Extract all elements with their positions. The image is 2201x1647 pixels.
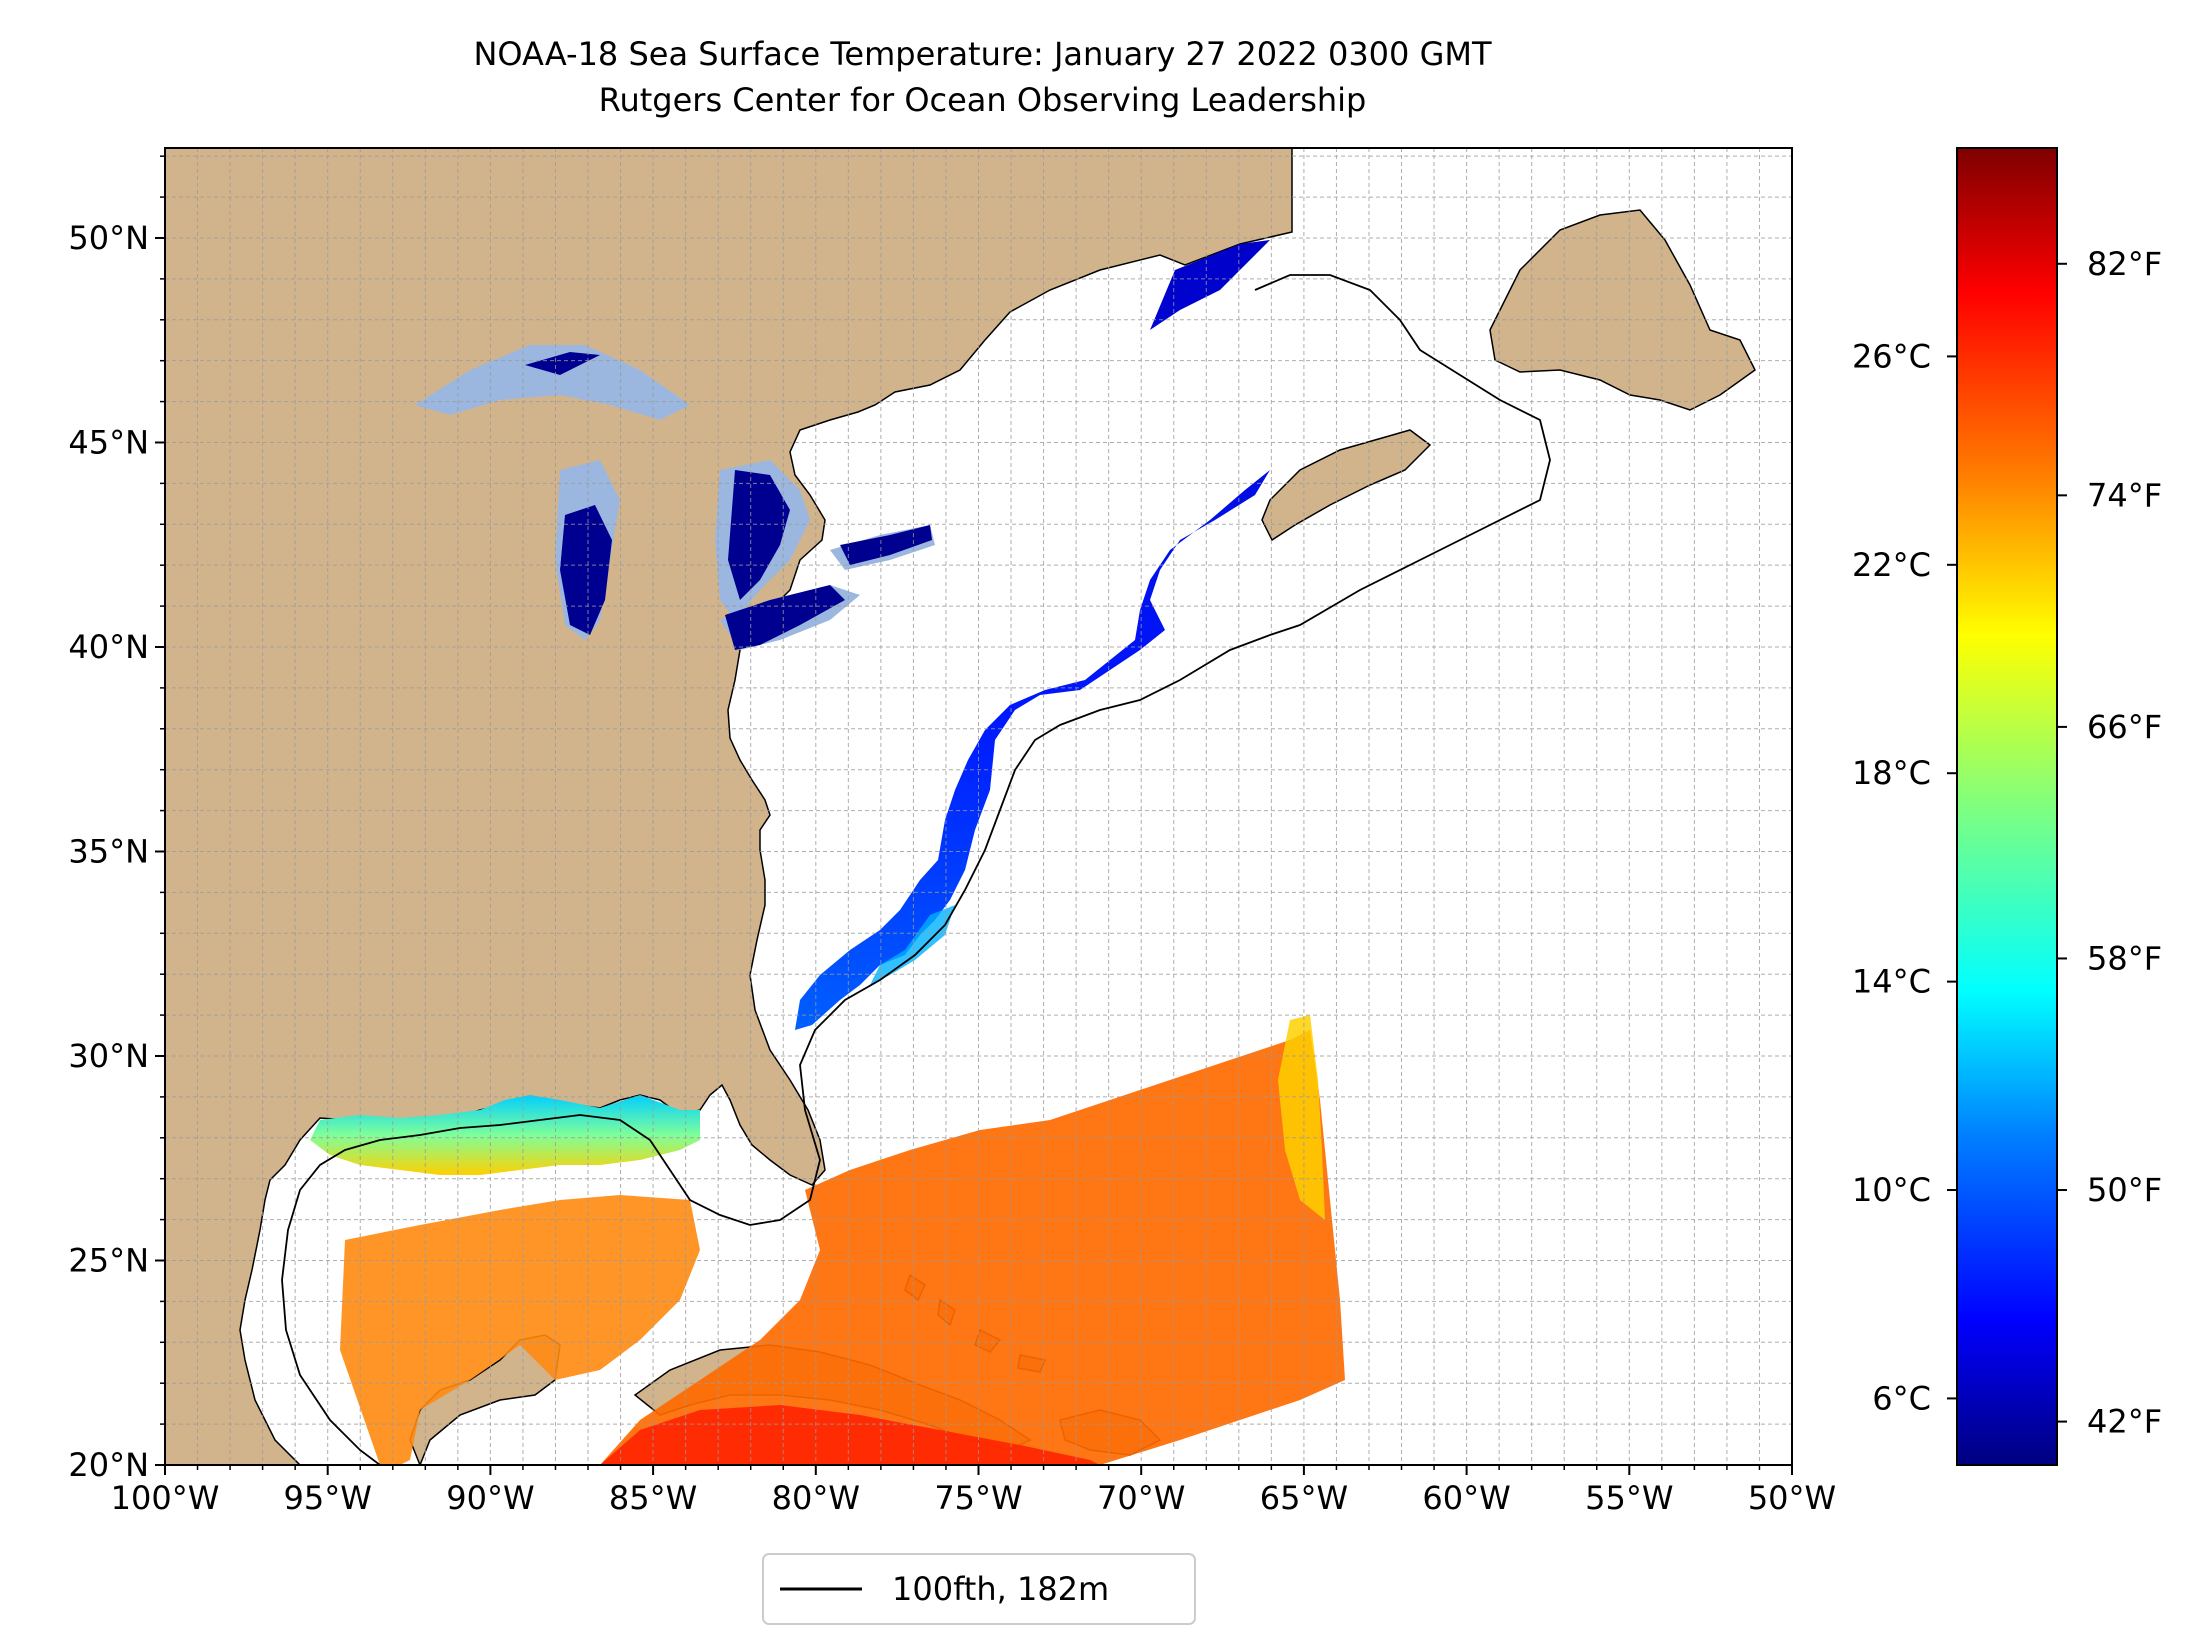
- lon-tick-label: 50°W: [1748, 1479, 1836, 1517]
- lat-tick-label: 30°N: [68, 1037, 149, 1075]
- colorbar: 42°F 50°F 58°F 66°F 74°F 82°F 6°C 10°C 14°C 18°C 2…: [1852, 147, 2162, 1466]
- lat-tick-label: 45°N: [68, 423, 149, 461]
- lon-tick-label: 95°W: [284, 1479, 372, 1517]
- legend-label: 100fth, 182m: [892, 1570, 1109, 1608]
- colorbar-f-label: 42°F: [2087, 1403, 2162, 1441]
- warm-gulf-water: [340, 1195, 700, 1465]
- isobath-100fth-contour: [281, 274, 1551, 1465]
- hot-caribbean-water: [600, 1405, 1100, 1465]
- map-plot-area: [165, 148, 1792, 1465]
- axis-ticks: 100°W 95°W 90°W 85°W 80°W 75°W 70°W 65°W 60°W 55°…: [68, 155, 1836, 1517]
- legend: 100fth, 182m: [762, 1553, 1196, 1625]
- lat-tick-label: 35°N: [68, 832, 149, 870]
- shelf-transition-water: [870, 905, 955, 985]
- colorbar-f-label: 50°F: [2087, 1171, 2162, 1209]
- lon-tick-label: 70°W: [1097, 1479, 1185, 1517]
- colorbar-ticks: 42°F 50°F 58°F 66°F 74°F 82°F 6°C 10°C 14°C 18°C 2…: [1852, 245, 2162, 1441]
- colorbar-c-label: 18°C: [1852, 754, 1931, 792]
- land-newfoundland: [1489, 209, 1756, 411]
- lat-tick-label: 25°N: [68, 1241, 149, 1279]
- lon-tick-label: 80°W: [772, 1479, 860, 1517]
- warm-atlantic-water: [600, 1030, 1345, 1465]
- colorbar-f-label: 82°F: [2087, 245, 2162, 283]
- lat-tick-label: 20°N: [68, 1446, 149, 1484]
- map-gridlines: [165, 148, 1792, 1465]
- gulf-coast-water: [310, 1095, 700, 1175]
- legend-box: [762, 1553, 1196, 1625]
- lon-tick-label: 100°W: [111, 1479, 220, 1517]
- lon-tick-label: 60°W: [1422, 1479, 1510, 1517]
- lat-tick-label: 50°N: [68, 219, 149, 257]
- colorbar-c-label: 6°C: [1872, 1379, 1931, 1417]
- colorbar-f-label: 58°F: [2087, 939, 2162, 977]
- lat-tick-label: 40°N: [68, 628, 149, 666]
- lon-tick-label: 75°W: [934, 1479, 1022, 1517]
- colorbar-c-label: 14°C: [1852, 963, 1931, 1001]
- map-title: NOAA-18 Sea Surface Temperature: January…: [473, 35, 1492, 73]
- colorbar-c-label: 22°C: [1852, 546, 1931, 584]
- colorbar-f-label: 66°F: [2087, 708, 2162, 746]
- colorbar-c-label: 26°C: [1852, 337, 1931, 375]
- colorbar-gradient: [1956, 147, 2058, 1466]
- land-north-america: [165, 148, 1293, 1465]
- lon-tick-label: 65°W: [1260, 1479, 1348, 1517]
- lon-tick-label: 85°W: [609, 1479, 697, 1517]
- lon-tick-label: 55°W: [1585, 1479, 1673, 1517]
- cold-lake-water: [525, 352, 932, 650]
- warm-tongue-water: [1278, 1015, 1325, 1220]
- colorbar-f-label: 74°F: [2087, 476, 2162, 514]
- colorbar-c-label: 10°C: [1852, 1171, 1931, 1209]
- lon-tick-label: 90°W: [446, 1479, 534, 1517]
- map-subtitle: Rutgers Center for Ocean Observing Leade…: [598, 81, 1367, 119]
